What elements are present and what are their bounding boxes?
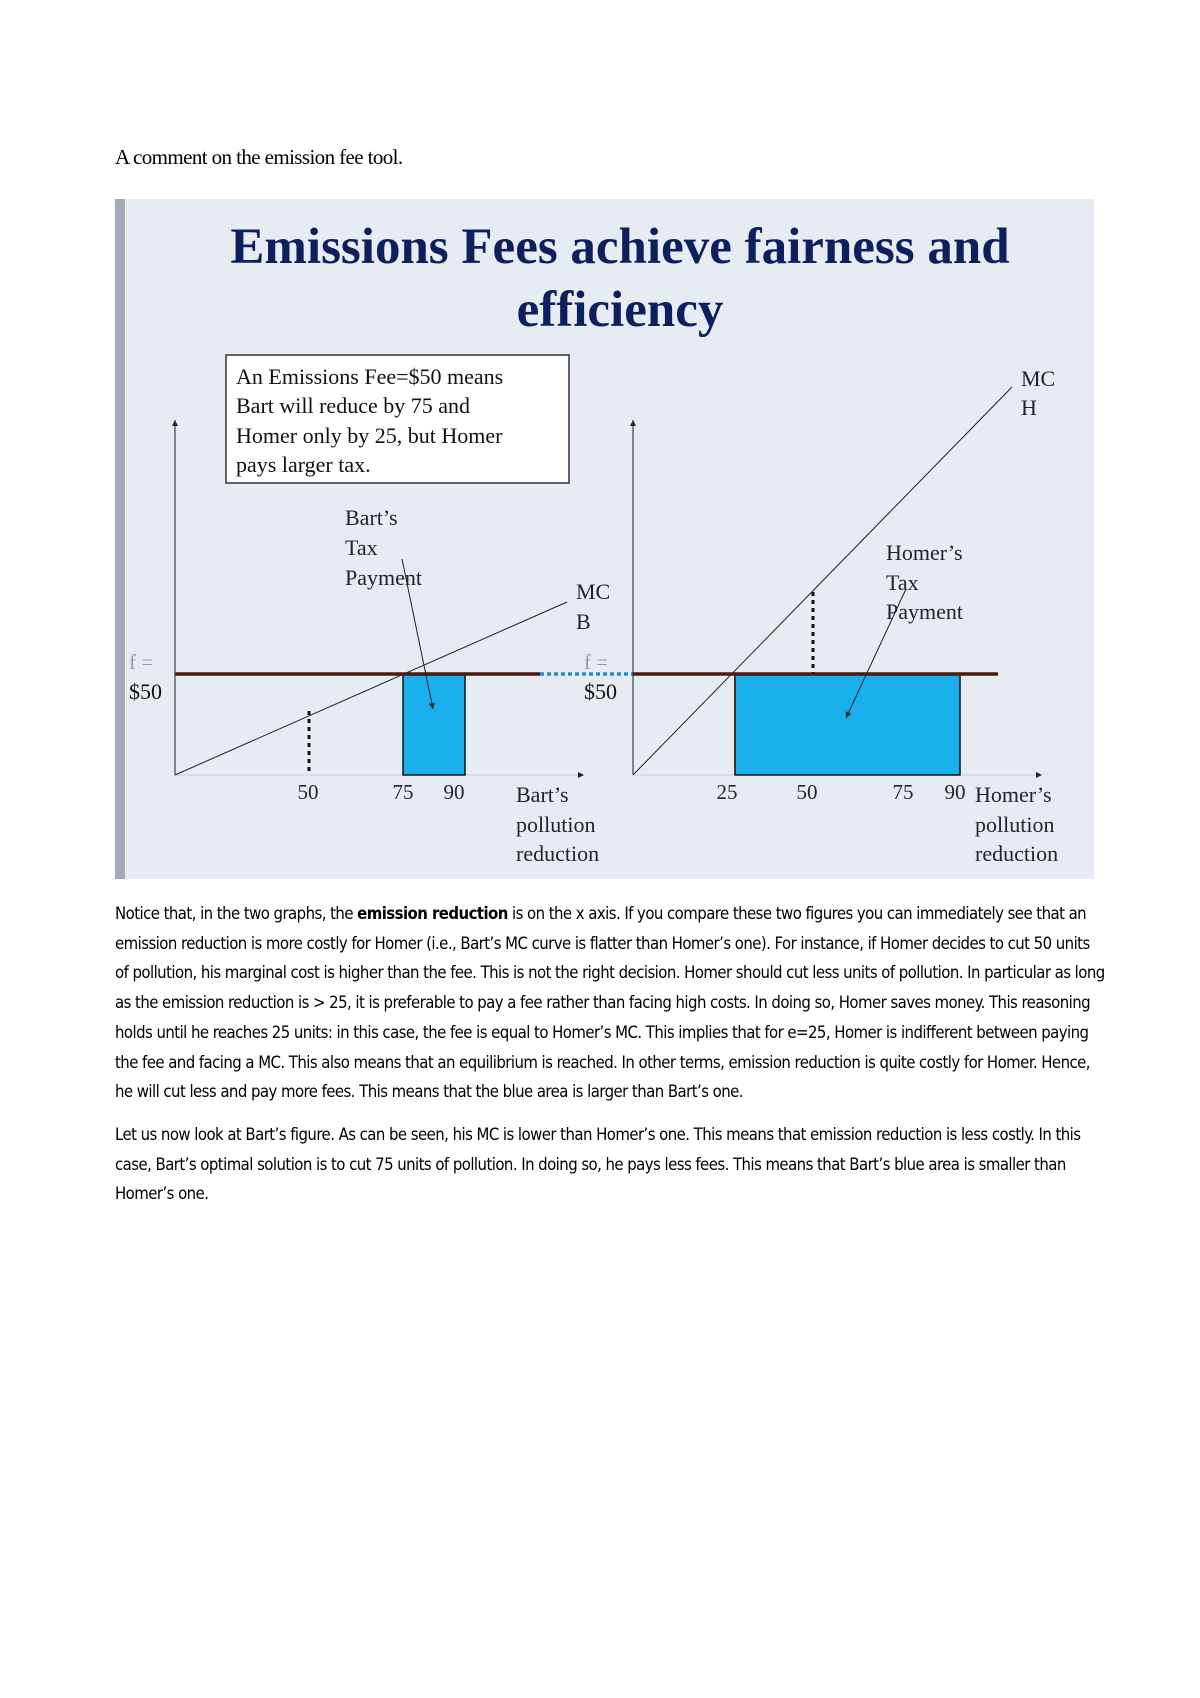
homer-x-label: reduction bbox=[975, 841, 1058, 866]
homer-tick-label: 50 bbox=[797, 780, 818, 804]
callout-line: pays larger tax. bbox=[236, 452, 371, 477]
homer-tax-label: Homer’s bbox=[886, 540, 963, 565]
bart-tick-label: 75 bbox=[393, 780, 414, 804]
bart-tick-label: 50 bbox=[298, 780, 319, 804]
homer-x-label: pollution bbox=[975, 812, 1054, 837]
homer-x-label: Homer’s bbox=[975, 782, 1052, 807]
callout-line: Bart will reduce by 75 and bbox=[236, 393, 470, 418]
bart-x-label: pollution bbox=[516, 812, 595, 837]
slide-title-line1: Emissions Fees achieve fairness and bbox=[230, 219, 1009, 275]
homer-tick-label: 25 bbox=[717, 780, 738, 804]
bart-fee-value: $50 bbox=[129, 679, 162, 704]
paragraph-bold-text: emission reduction bbox=[357, 904, 508, 923]
callout-box: An Emissions Fee=$50 means Bart will red… bbox=[225, 354, 570, 484]
bart-fee-label: f = bbox=[129, 650, 153, 674]
bart-tick-label: 90 bbox=[444, 780, 465, 804]
paragraph: Let us now look at Bart’s figure. As can… bbox=[115, 1124, 1081, 1204]
slide-left-bar bbox=[115, 199, 125, 879]
paragraph-text: is on the x axis. If you compare these t… bbox=[115, 904, 1105, 1102]
callout-line: Homer only by 25, but Homer bbox=[236, 423, 503, 448]
bart-tax-label: Tax bbox=[345, 535, 378, 560]
bart-mc-label: B bbox=[576, 609, 591, 634]
bart-mc-label: MC bbox=[576, 579, 610, 604]
document-heading: A comment on the emission fee tool. bbox=[115, 145, 403, 169]
homer-tax-arrow bbox=[845, 588, 907, 719]
bart-x-label: reduction bbox=[516, 841, 599, 866]
bart-x-label: Bart’s bbox=[516, 782, 569, 807]
bart-tax-area bbox=[402, 673, 466, 776]
homer-fee-value: $50 bbox=[584, 679, 617, 704]
body-text: Notice that, in the two graphs, the emis… bbox=[115, 899, 1105, 1222]
homer-tick-label: 75 bbox=[893, 780, 914, 804]
paragraph-text: Notice that, in the two graphs, the bbox=[115, 904, 358, 923]
emissions-fee-slide: Emissions Fees achieve fairness and effi… bbox=[115, 199, 1094, 879]
homer-mc-label: H bbox=[1021, 395, 1037, 420]
bart-tax-label: Payment bbox=[345, 565, 422, 590]
homer-tick-label: 90 bbox=[945, 780, 966, 804]
homer-tax-label: Tax bbox=[886, 570, 919, 595]
homer-fee-label: f = bbox=[584, 650, 608, 674]
homer-mc-line bbox=[632, 386, 1013, 776]
homer-tax-label: Payment bbox=[886, 599, 963, 624]
paragraph: Notice that, in the two graphs, the emis… bbox=[115, 899, 1105, 1107]
homer-tax-area bbox=[734, 673, 961, 776]
emissions-fee-diagram: Emissions Fees achieve fairness and effi… bbox=[129, 219, 1058, 866]
bart-tax-label: Bart’s bbox=[345, 505, 398, 530]
bart-tax-arrow bbox=[401, 558, 435, 710]
slide-title-line2: efficiency bbox=[517, 282, 724, 338]
homer-mc-label: MC bbox=[1021, 366, 1055, 391]
callout-line: An Emissions Fee=$50 means bbox=[236, 364, 503, 389]
bart-mc-line bbox=[174, 601, 568, 776]
